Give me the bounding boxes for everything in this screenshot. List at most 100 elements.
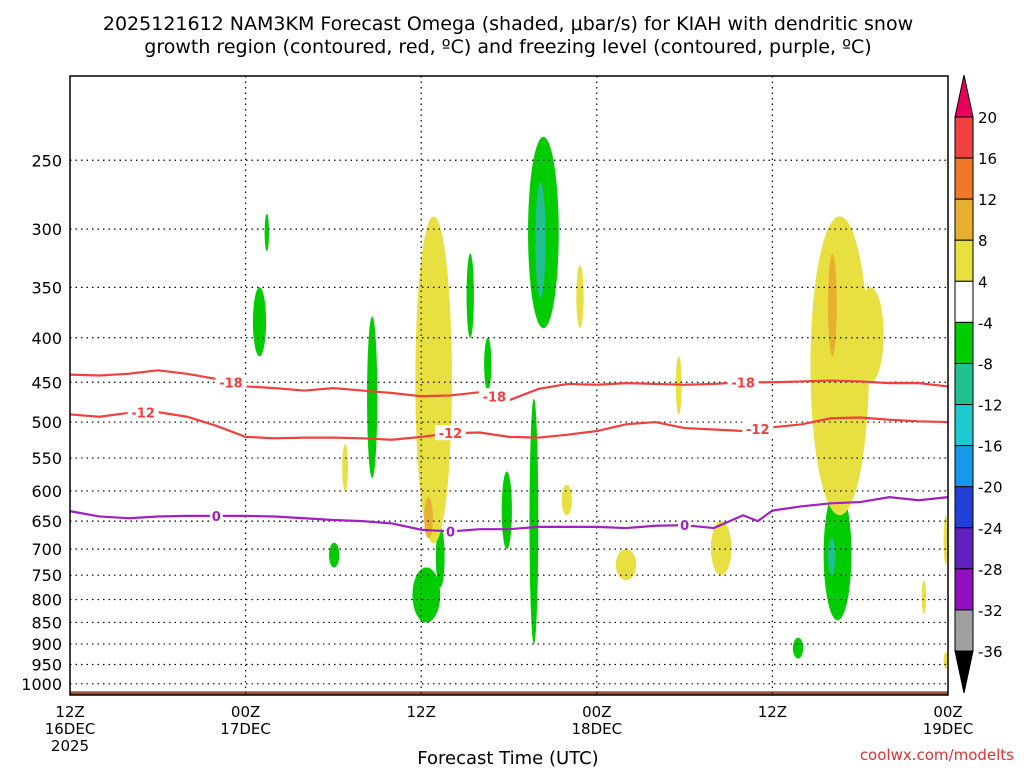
colorbar-tick-label: -36 [978,643,1003,661]
y-tick-label: 800 [31,591,62,610]
omega-region-0 [264,213,270,252]
colorbar-tick-label: 16 [978,150,997,168]
contour-label: 0 [446,525,455,540]
colorbar-tick-label: -12 [978,397,1003,415]
omega-region-7 [484,337,492,391]
colorbar-tick-label: -32 [978,602,1003,620]
contour-label: 0 [680,519,689,534]
y-tick-label: 850 [31,613,62,632]
colorbar-segment [954,404,974,447]
credit-text: coolwx.com/modelts [860,746,1014,764]
colorbar-segment [954,609,974,652]
omega-region-18 [576,265,584,329]
y-tick-label: 300 [31,220,62,239]
omega-region-13 [535,182,546,298]
omega-region-5 [435,526,445,588]
omega-region-16 [415,216,452,544]
terrain [70,691,948,695]
omega-region-14 [828,538,836,576]
contour-label: 0 [212,510,221,525]
y-tick-label: 700 [31,540,62,559]
omega-region-4 [412,567,441,623]
y-tick-label: 900 [31,635,62,654]
y-tick-label: 950 [31,655,62,674]
chart-title-line2: growth region (contoured, red, ºC) and f… [144,36,871,58]
contour-label: -12 [131,406,155,421]
x-tick-label: 17DEC [220,720,271,738]
omega-region-21 [710,521,732,576]
y-tick-label: 400 [31,329,62,348]
y-tick-label: 750 [31,566,62,585]
omega-region-27 [424,497,433,539]
omega-region-2 [367,316,378,479]
omega-region-19 [615,549,637,581]
colorbar-tick-label: -28 [978,561,1003,579]
colorbar: 20 16 12 8 4 -4 -8 -12 -16 -20 -24 -28 -32 -36 [954,74,1003,694]
x-tick-label: 19DEC [923,720,974,738]
plot-area: 250 300 350 400 450 500 550 600 650 700 750 800 850 9… [21,75,974,755]
omega-region-17 [561,484,572,516]
colorbar-segment [954,568,974,611]
y-tick-label: 650 [31,512,62,531]
colorbar-tick-label: -20 [978,479,1003,497]
omega-region-12 [792,637,804,659]
colorbar-tick-label: 12 [978,191,997,209]
colorbar-segment [954,321,974,364]
omega-region-24 [921,580,927,614]
colorbar-tick-label: -24 [978,520,1003,538]
colorbar-segment [954,527,974,570]
omega-region-3 [329,542,340,568]
omega-region-1 [252,287,267,357]
x-axis-label: Forecast Time (UTC) [417,748,598,768]
colorbar-bottom-arrow [954,650,974,694]
contour-label-bg [678,517,692,533]
omega-region-8 [501,471,512,550]
x-tick-label: 00Z [231,703,260,721]
contour-label: -18 [483,390,507,405]
y-tick-label: 350 [31,278,62,297]
colorbar-segment [954,486,974,529]
contour-label-bg [127,404,159,420]
omega-region-28 [828,253,837,357]
contour-label-bg [727,374,759,390]
colorbar-tick-label: -4 [978,314,993,332]
colorbar-segment [954,198,974,241]
x-tick-label: 12Z [407,703,436,721]
plot-frame [69,75,949,696]
colorbar-segment [954,239,974,282]
x-tick-label: 00Z [933,703,962,721]
contour-label: -18 [219,377,243,392]
omega-region-11 [823,487,852,621]
y-tick-label: 500 [31,413,62,432]
contour-label-bg [478,388,510,404]
omega-region-22 [810,216,869,516]
x-tick-label: 12Z [55,703,84,721]
omega-region-23 [857,287,884,383]
contour-label-bg [209,507,223,523]
colorbar-segment [954,157,974,200]
y-tick-label: 250 [31,151,62,170]
colorbar-tick-label: 20 [978,109,997,127]
contour-line-1 [69,411,949,441]
colorbar-segment [954,362,974,406]
colorbar-segment [954,280,974,323]
y-tick-label: 1000 [21,675,62,694]
omega-region-10 [529,398,539,645]
y-tick-label: 600 [31,482,62,501]
colorbar-top-arrow [954,74,974,118]
x-tick-label: 18DEC [572,720,623,738]
colorbar-tick-label: -8 [978,355,993,373]
y-tick-label: 450 [31,373,62,392]
omega-region-25 [943,515,948,565]
contour-label: -12 [746,423,770,438]
x-tick-label: 16DEC [45,720,96,738]
contour-label-bg [443,523,457,539]
omega-region-15 [342,444,349,491]
colorbar-segment [954,116,974,159]
colorbar-tick-label: 8 [978,232,988,250]
contour-label-bg [742,421,774,437]
chart-title-line1: 2025121612 NAM3KM Forecast Omega (shaded… [103,13,913,35]
contour-label: -18 [731,376,755,391]
omega-region-6 [466,253,474,338]
